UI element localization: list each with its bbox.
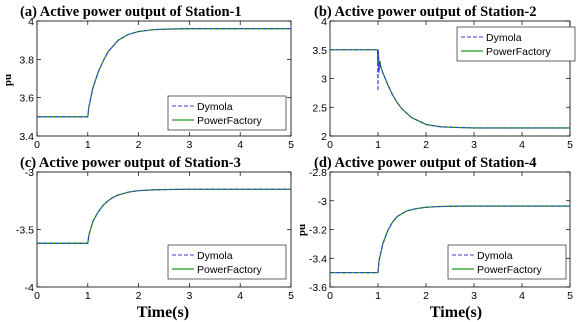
panel-b-ytick-label: 3.5 [312, 45, 327, 57]
panel-c-ytick-label: -3 [25, 167, 34, 179]
panel-c-legend: Dymola PowerFactory [167, 244, 287, 280]
panel-c-xtick-label: 3 [186, 290, 192, 302]
panel-d-xtick-label: 3 [471, 290, 477, 302]
panel-d-ytick-label: -3.4 [309, 253, 327, 265]
panel-d-legend-label-dymola: Dymola [477, 250, 513, 262]
panel-b-ytick-label: 3 [321, 74, 327, 86]
panel-a-series-powerfactory [37, 28, 291, 118]
panel-a-title: (a) Active power output of Station-1 [20, 4, 242, 20]
panel-d-xtick-label: 1 [375, 290, 381, 302]
panel-a: 0 1 2 3 4 5 3.4 3.6 3.8 4 Dymola PowerFactory [19, 16, 294, 151]
panel-a-xtick-label: 2 [136, 139, 142, 151]
panel-a-legend-label-powerfactory: PowerFactory [197, 115, 263, 127]
panel-d-ytick-label: -3.2 [309, 225, 327, 237]
panel-d-xtick-label: 2 [423, 290, 429, 302]
panel-a-ytick-label: 3.4 [19, 131, 34, 143]
panel-c-xtick-label: 4 [237, 290, 243, 302]
panel-b-xtick-label: 4 [519, 139, 525, 151]
panel-c-title: (c) Active power output of Station-3 [20, 155, 241, 171]
panel-d-legend-box [447, 244, 567, 280]
panel-a-xtick-label: 4 [237, 139, 243, 151]
panel-d-ytick-label: -3 [318, 196, 327, 208]
panel-b-series-dymola [330, 49, 570, 129]
panel-c-ytick-label: -3.5 [16, 225, 34, 237]
panel-c-xtick-label: 2 [136, 290, 142, 302]
panel-a-legend-label-dymola: Dymola [197, 101, 233, 113]
panel-d-ytick-label: -2.8 [309, 167, 327, 179]
panel-c-legend-label-powerfactory: PowerFactory [197, 264, 263, 276]
panel-b-xtick-label: 3 [471, 139, 477, 151]
panel-c-series-dymola [37, 188, 291, 244]
panel-a-ytick-label: 3.6 [19, 93, 34, 105]
panel-a-xtick-label: 5 [288, 139, 294, 151]
panel-d-ylabel: pu [296, 224, 308, 236]
panel-b-xtick-label: 5 [567, 139, 573, 151]
panel-d-legend-label-powerfactory: PowerFactory [477, 264, 543, 276]
panel-b-legend-label-powerfactory: PowerFactory [486, 46, 552, 58]
panel-d-ytick-label: -3.6 [309, 282, 327, 294]
panel-a-xtick-label: 1 [85, 139, 91, 151]
panel-a-legend: Dymola PowerFactory [167, 95, 287, 131]
panel-b-ytick-label: 2.5 [312, 102, 327, 114]
panel-b-legend-label-dymola: Dymola [486, 32, 522, 44]
panel-b-xtick-label: 1 [375, 139, 381, 151]
panel-c: 0 1 2 3 4 5 -4 -3.5 -3 Dymola PowerFactory [16, 167, 294, 302]
panel-b-ytick-label: 2 [321, 131, 327, 143]
panel-c-legend-box [167, 244, 287, 280]
panel-b-legend: Dymola PowerFactory [456, 26, 576, 62]
x-axis-label-right: Time(s) [430, 304, 482, 321]
panel-a-xtick-label: 3 [186, 139, 192, 151]
panel-d-xtick-label: 0 [327, 290, 333, 302]
panel-d: 0 1 2 3 4 5 -3.6 -3.4 -3.2 -3 -2.8 Dymola PowerFacto… [309, 167, 573, 302]
panel-c-xtick-label: 0 [34, 290, 40, 302]
panel-d-xtick-label: 5 [567, 290, 573, 302]
panel-b: 0 1 2 3 4 5 2 2.5 3 3.5 4 Dymola PowerFactory [312, 16, 576, 151]
panel-d-series-dymola [330, 205, 570, 274]
panel-d-title: (d) Active power output of Station-4 [314, 155, 536, 171]
panel-a-xtick-label: 0 [34, 139, 40, 151]
panel-a-ytick-label: 3.8 [19, 54, 34, 66]
panel-d-legend: Dymola PowerFactory [447, 244, 567, 280]
panel-b-ytick-label: 4 [321, 16, 327, 28]
panel-b-xtick-label: 2 [423, 139, 429, 151]
panel-c-ytick-label: -4 [25, 282, 34, 294]
panel-c-xtick-label: 1 [85, 290, 91, 302]
panel-a-legend-box [167, 95, 287, 131]
panel-a-ylabel: pu [2, 74, 14, 86]
panel-d-xtick-label: 4 [519, 290, 525, 302]
panel-a-ytick-label: 4 [28, 16, 34, 28]
x-axis-label-left: Time(s) [137, 304, 189, 321]
panel-c-legend-label-dymola: Dymola [197, 250, 233, 262]
panel-c-xtick-label: 5 [288, 290, 294, 302]
panel-b-xtick-label: 0 [327, 139, 333, 151]
panel-b-title: (b) Active power output of Station-2 [314, 4, 536, 20]
panel-b-legend-box [456, 26, 576, 62]
